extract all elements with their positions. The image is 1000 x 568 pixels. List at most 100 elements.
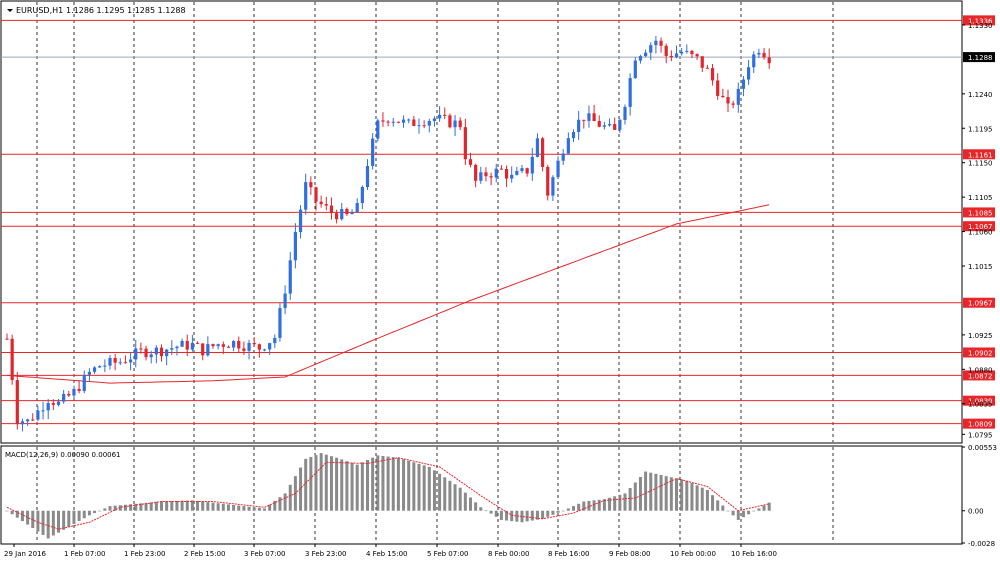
macd-histogram-bar (206, 502, 210, 511)
macd-histogram-bar (242, 506, 246, 511)
level-price-tag (963, 15, 995, 26)
macd-histogram-bar (72, 510, 76, 524)
macd-histogram-bar (165, 501, 169, 511)
candle-body (710, 68, 715, 81)
candle-body (175, 346, 179, 349)
macd-histogram-bar (494, 510, 498, 517)
price-tick-label: 1.1150 (968, 160, 993, 168)
candle-body (252, 342, 256, 345)
macd-histogram-bar (551, 510, 555, 515)
candle-body (154, 347, 158, 355)
macd-histogram-bar (77, 510, 81, 522)
candle-body (705, 67, 709, 69)
candle-body (118, 362, 122, 364)
candle-body (262, 349, 267, 351)
macd-histogram-bar (484, 510, 488, 512)
macd-histogram-bar (252, 507, 256, 511)
candle-body (530, 156, 534, 174)
macd-histogram-bar (87, 510, 91, 516)
candle-body (386, 121, 390, 123)
candle-body (113, 357, 117, 363)
candle-body (499, 168, 503, 170)
macd-histogram-bar (82, 510, 86, 519)
candle-body (324, 204, 328, 206)
macd-histogram-bar (329, 456, 333, 511)
time-tick-label: 8 Feb 00:00 (488, 550, 529, 558)
level-price-tag (963, 418, 995, 429)
time-tick-label: 1 Feb 23:00 (124, 550, 165, 558)
candle-body (566, 138, 570, 154)
candle-body (587, 113, 591, 121)
candle-body (654, 40, 658, 46)
candle-body (103, 365, 107, 367)
candle-body (489, 176, 493, 178)
macd-panel-frame (0, 445, 963, 545)
macd-histogram-bar (57, 510, 60, 533)
candle-body (422, 125, 426, 127)
macd-histogram-bar (211, 502, 215, 511)
candle-body (659, 40, 663, 46)
macd-histogram-bar (345, 461, 349, 511)
candle-body (577, 119, 581, 133)
macd-histogram-bar (299, 467, 303, 511)
candle-body (293, 232, 297, 261)
macd-histogram-bar (237, 505, 241, 511)
macd-histogram-bar (438, 473, 442, 511)
macd-histogram-bar (752, 510, 756, 512)
macd-histogram-bar (608, 497, 612, 511)
level-price-label: 1.0839 (968, 398, 993, 406)
macd-histogram-bar (41, 510, 45, 535)
macd-histogram-bar (479, 507, 483, 511)
candle-body (185, 340, 189, 350)
macd-histogram-bar (196, 500, 200, 511)
candle-body (257, 344, 261, 350)
time-tick-label: 4 Feb 15:00 (366, 550, 407, 558)
candle-body (149, 354, 153, 358)
level-price-label: 1.0809 (968, 421, 993, 429)
macd-histogram-bar (309, 456, 313, 511)
chevron-down-icon[interactable] (7, 9, 13, 12)
candle-body (31, 419, 35, 421)
current-price-label: 1.1288 (968, 54, 993, 62)
candle-body (633, 60, 637, 79)
candle-body (211, 344, 215, 347)
candle-body (190, 342, 194, 350)
macd-histogram-bar (458, 487, 462, 511)
candle-body (721, 95, 725, 98)
candle-body (391, 121, 395, 123)
price-tick-label: 1.1015 (968, 263, 993, 271)
macd-histogram-bar (340, 459, 344, 511)
macd-histogram-bar (391, 457, 395, 511)
candle-body (716, 80, 720, 96)
macd-histogram-bar (402, 459, 406, 511)
macd-histogram-bar (669, 477, 673, 511)
macd-histogram-bar (26, 510, 30, 525)
macd-histogram-bar (690, 483, 694, 511)
level-price-label: 1.1161 (968, 151, 993, 159)
macd-histogram-bar (360, 462, 364, 511)
macd-histogram-bar (5, 510, 9, 512)
macd-histogram-bar (278, 497, 282, 511)
candle-body (685, 50, 689, 52)
macd-histogram-bar (160, 501, 163, 511)
candle-body (123, 362, 128, 364)
candle-body (10, 338, 14, 381)
macd-histogram-bar (638, 477, 642, 511)
candle-body (571, 132, 576, 139)
macd-histogram-bar (51, 510, 55, 536)
macd-histogram-bar (314, 455, 318, 511)
macd-histogram-bar (613, 496, 617, 511)
candle-body (412, 119, 416, 126)
macd-histogram-bar (350, 462, 354, 511)
macd-histogram-bar (757, 508, 761, 511)
macd-histogram-bar (67, 510, 71, 527)
candle-body (170, 348, 174, 350)
candle-body (474, 164, 478, 181)
moving-average-line (6, 204, 770, 384)
candle-body (520, 168, 524, 171)
macd-histogram-bar (711, 495, 715, 511)
time-tick-label: 1 Feb 07:00 (64, 550, 105, 558)
candle-body (221, 344, 225, 347)
candle-body (216, 344, 220, 347)
macd-histogram-bar (453, 484, 457, 511)
